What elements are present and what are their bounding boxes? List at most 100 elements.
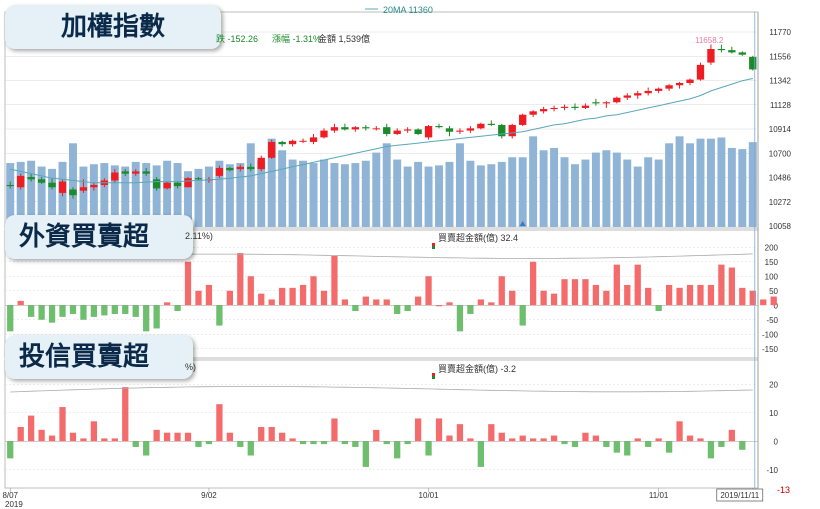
volume-bar <box>403 166 412 227</box>
volume-bar <box>455 143 464 227</box>
foreign-legend-swatch <box>432 246 435 249</box>
candle-body <box>393 130 401 134</box>
panel-frame <box>4 359 759 489</box>
trust-bar <box>258 427 265 442</box>
foreign-bar <box>143 305 150 332</box>
foreign-bar <box>122 305 129 314</box>
foreign-bar <box>707 284 715 306</box>
candle-body <box>330 127 339 131</box>
trust-bar <box>331 418 338 442</box>
volume-bar <box>37 166 46 227</box>
trust-bar <box>571 441 579 447</box>
trust-bar <box>435 418 443 442</box>
foreign-bar <box>310 276 317 306</box>
volume-bar <box>717 137 726 227</box>
trust-bar <box>195 441 202 447</box>
trust-bar <box>550 435 558 442</box>
foreign-bar <box>561 279 568 306</box>
foreign-bar <box>550 293 558 306</box>
candle-body <box>48 182 56 188</box>
candle-body <box>581 105 590 108</box>
trust-bar <box>592 435 600 442</box>
candle-body <box>749 56 757 70</box>
volume-bar <box>236 163 245 227</box>
foreign-bar <box>686 284 694 306</box>
volume-bar <box>267 138 276 227</box>
date-cursor-box <box>716 488 764 502</box>
trust-bar <box>59 407 66 442</box>
foreign-bar <box>195 290 202 306</box>
foreign-bar <box>80 305 87 320</box>
volume-bar <box>278 150 287 227</box>
trust-bar <box>707 441 715 459</box>
candle-body <box>696 64 705 80</box>
candle-body <box>717 48 726 51</box>
foreign-bar <box>174 305 181 312</box>
foreign-bar <box>101 305 108 316</box>
trust-bar <box>446 435 453 442</box>
candle-body <box>571 106 579 108</box>
trust-bar <box>624 441 631 456</box>
trust-bar <box>216 404 223 442</box>
foreign-bar <box>341 299 349 306</box>
volume-bar <box>581 159 590 227</box>
volume-bar <box>215 160 224 227</box>
date-marker <box>519 221 526 226</box>
candle-body <box>654 88 663 91</box>
volume-bar <box>142 163 151 227</box>
foreign-bar <box>760 299 767 306</box>
change-percent: 漲幅 -1.31% <box>272 34 322 44</box>
foreign-bar <box>184 261 192 306</box>
volume-bar <box>560 157 569 227</box>
volume-bar <box>299 160 308 227</box>
volume-bar <box>539 150 548 227</box>
change-value: 跌 -152.26 <box>216 34 259 44</box>
foreign-bar <box>488 302 495 306</box>
trust-bar <box>414 418 422 442</box>
foreign-bar <box>404 305 411 312</box>
index-y-tick: 11342 <box>769 77 791 86</box>
foreign-bar <box>477 299 484 306</box>
candle-body <box>299 140 307 142</box>
candle-body <box>257 157 265 170</box>
volume-bar <box>163 160 172 227</box>
foreign-bar <box>352 305 359 312</box>
turnover-amount: 金額 1,539億 <box>318 34 371 44</box>
x-tick-label: 10/01 <box>419 491 440 500</box>
volume-bar <box>382 143 391 227</box>
foreign-bar <box>268 299 275 306</box>
foreign-bar <box>59 305 66 317</box>
volume-bar <box>435 165 443 227</box>
volume-bar <box>706 138 715 227</box>
trust-bar <box>122 387 129 442</box>
volume-bar <box>16 161 25 227</box>
foreign-bar <box>38 305 45 320</box>
candle-body <box>592 102 600 104</box>
foreign-bar <box>226 290 233 306</box>
foreign-bar <box>132 305 139 317</box>
trust-bar <box>394 441 401 459</box>
foreign-bar <box>718 264 725 306</box>
volume-bar <box>204 166 213 227</box>
foreign-bar <box>289 287 296 306</box>
index-y-tick: 10272 <box>769 198 792 207</box>
foreign-bar <box>519 305 526 326</box>
candle-body <box>738 52 746 55</box>
trust-bar <box>498 432 505 442</box>
candle-body <box>613 97 621 103</box>
volume-bar <box>550 147 559 227</box>
foreign-y-tick: -150 <box>762 345 779 354</box>
volume-bar <box>696 138 705 227</box>
volume-bar <box>602 150 611 227</box>
candle-body <box>550 107 558 110</box>
volume-bar <box>518 157 527 227</box>
trust-y-tick: -10 <box>766 466 778 475</box>
candle-body <box>132 171 140 174</box>
foreign-bar <box>237 253 244 306</box>
candle-body <box>152 179 161 189</box>
candle-body <box>414 129 422 134</box>
trust-bar <box>237 441 244 447</box>
candle-body <box>602 102 611 104</box>
index-y-tick: 10486 <box>769 174 792 183</box>
trust-bar <box>247 441 254 456</box>
